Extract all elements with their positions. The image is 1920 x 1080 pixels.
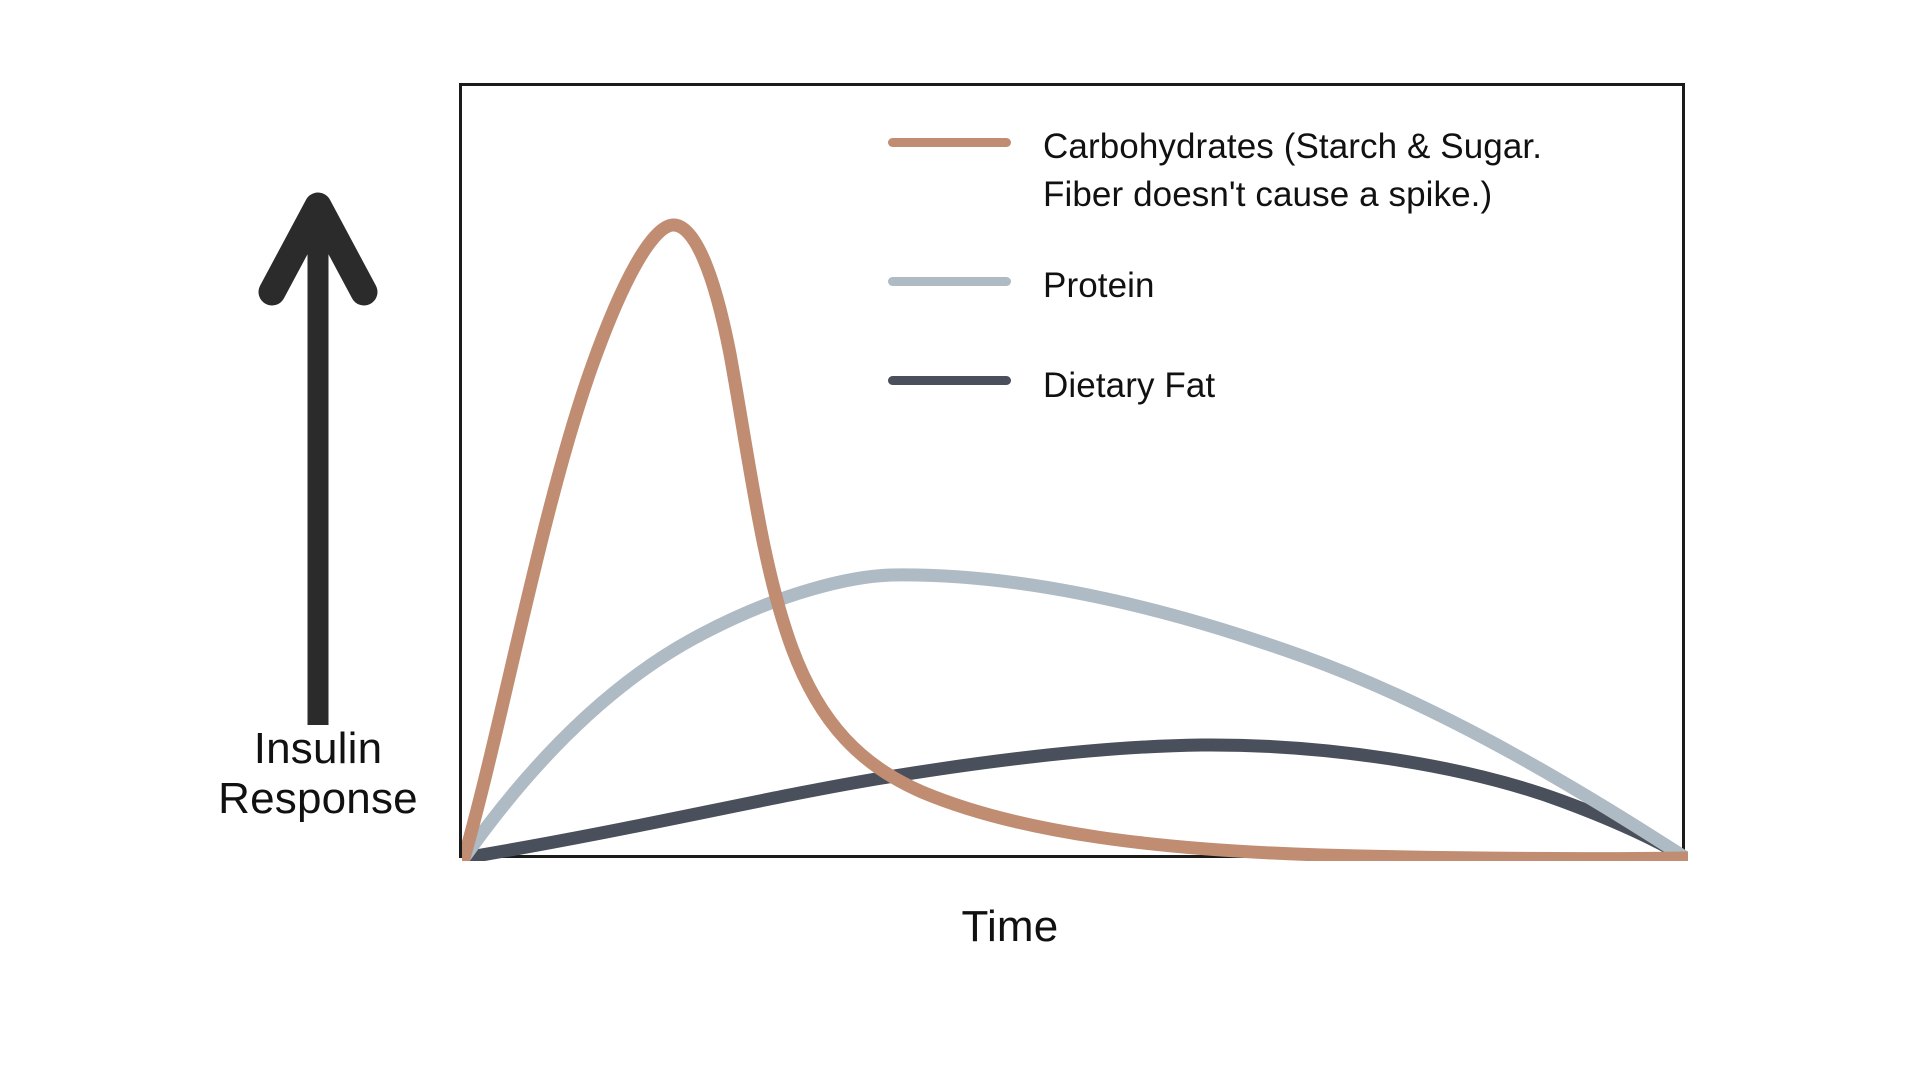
legend-item-carbohydrates[interactable]: Carbohydrates (Starch & Sugar. Fiber doe… xyxy=(888,121,1688,218)
legend-swatch-carbohydrates-wrap xyxy=(888,121,1043,163)
chart-legend: Carbohydrates (Starch & Sugar. Fiber doe… xyxy=(888,121,1688,409)
up-arrow-icon xyxy=(258,180,378,736)
curve-carbohydrates xyxy=(462,218,1688,861)
curves-group xyxy=(462,218,1688,861)
legend-label-carbohydrates: Carbohydrates (Starch & Sugar. Fiber doe… xyxy=(1043,127,1543,214)
curve-protein xyxy=(462,568,1688,861)
legend-item-dietary-fat[interactable]: Dietary Fat xyxy=(888,360,1688,410)
legend-label-dietary-fat: Dietary Fat xyxy=(1043,365,1216,405)
curve-dietary-fat xyxy=(462,738,1688,861)
legend-swatch-protein-wrap xyxy=(888,260,1043,302)
line-swatch-icon xyxy=(888,376,1011,386)
plot-frame: Carbohydrates (Starch & Sugar. Fiber doe… xyxy=(459,83,1688,861)
x-axis-label: Time xyxy=(961,902,1059,951)
legend-item-protein[interactable]: Protein xyxy=(888,260,1688,310)
line-swatch-icon xyxy=(888,137,1011,147)
legend-label-protein: Protein xyxy=(1043,266,1155,306)
line-swatch-icon xyxy=(888,276,1011,286)
legend-swatch-dietary-fat-wrap xyxy=(888,360,1043,402)
y-axis-label: Insulin Response xyxy=(218,724,418,824)
